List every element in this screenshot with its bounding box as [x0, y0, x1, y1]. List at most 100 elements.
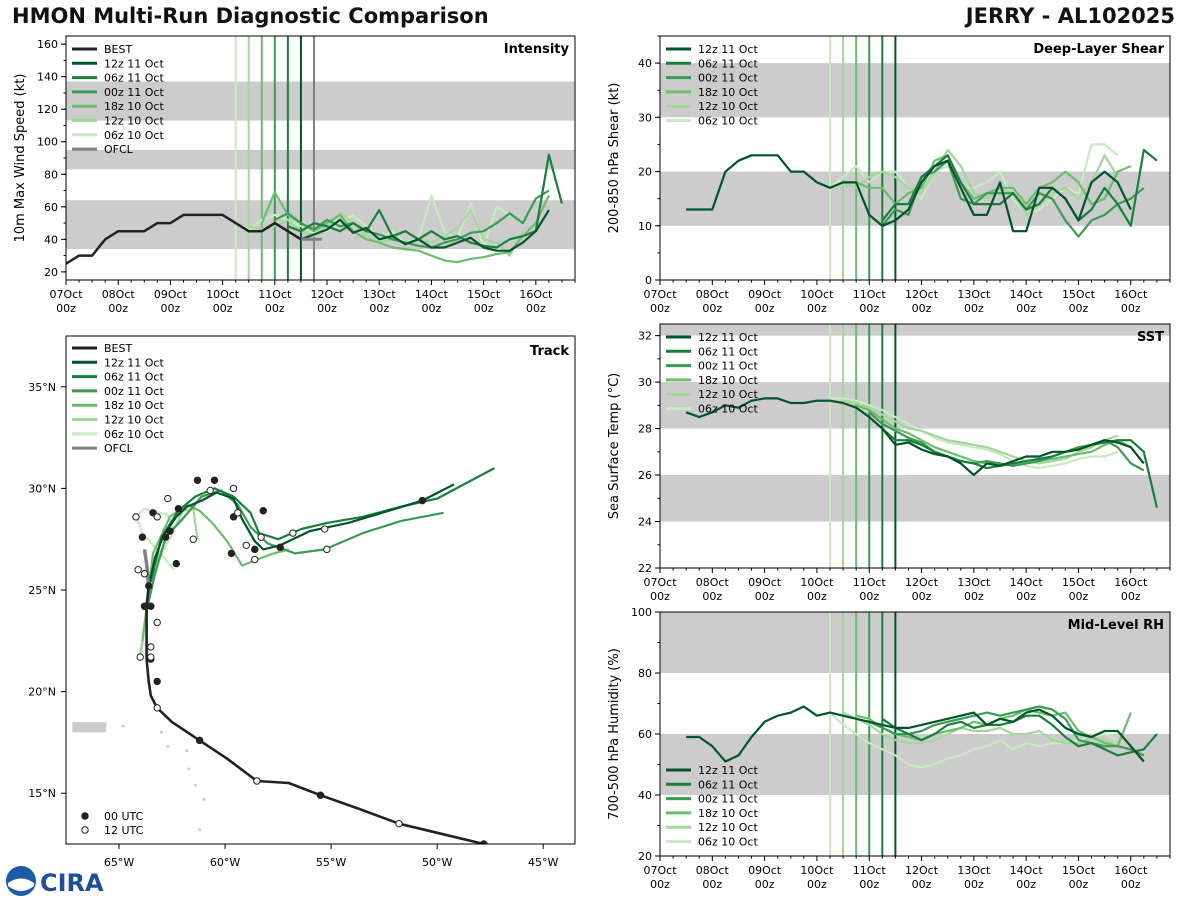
- rh-series-00z-11-oct: [868, 705, 1145, 757]
- shear-xtick-hour-label: 00z: [1121, 302, 1141, 315]
- island-landmass: [185, 749, 189, 753]
- sst-xtick-day-label: 13Oct: [957, 576, 991, 589]
- rh-xtick-day-label: 14Oct: [1010, 864, 1044, 877]
- track-ytick-label: 25°N: [28, 584, 56, 597]
- track-panel: 65°W 60°W 55°W 50°W 45°W 15°N 20°N 25°N 30°N 35°N…: [28, 335, 576, 869]
- track-point-12utc: [253, 777, 261, 785]
- sst-xtick-day-label: 15Oct: [1062, 576, 1096, 589]
- rh-ytick-label: 100: [631, 606, 652, 619]
- intensity-plot-area: [66, 36, 575, 280]
- intensity-xtick-day-label: 07Oct: [49, 288, 83, 301]
- rh-xtick-hour-label: 00z: [807, 878, 827, 891]
- intensity-xtick-hour-label: 00z: [213, 302, 233, 315]
- track-ytick-label: 35°N: [28, 381, 56, 394]
- sst-xtick-hour-label: 00z: [755, 590, 775, 603]
- shear-xtick-day-label: 07Oct: [643, 288, 677, 301]
- sst-legend-label: 18z 10 Oct: [698, 374, 758, 387]
- intensity-title: Intensity: [504, 42, 570, 57]
- rh-xtick-day-label: 08Oct: [696, 864, 730, 877]
- sst-xtick-hour-label: 00z: [702, 590, 722, 603]
- rh-legend-label: 12z 10 Oct: [698, 821, 758, 834]
- island-landmass: [166, 744, 170, 748]
- track-point-12utc: [395, 819, 403, 828]
- track-point-12utc: [140, 570, 149, 578]
- track-point-00utc: [418, 496, 426, 505]
- shear-xtick-day-label: 11Oct: [853, 288, 887, 301]
- intensity-xtick-day-label: 08Oct: [102, 288, 136, 301]
- track-xtick-label: 55°W: [316, 856, 346, 869]
- track-point-00utc: [174, 505, 183, 513]
- shear-xtick-hour-label: 00z: [1069, 302, 1089, 315]
- shear-legend-label: 00z 11 Oct: [698, 72, 758, 85]
- sst-xtick-day-label: 09Oct: [748, 576, 782, 589]
- sst-ytick-label: 26: [638, 469, 652, 482]
- track-point-12utc: [229, 484, 238, 493]
- track-point-00utc: [227, 549, 236, 558]
- island-landmass: [198, 828, 202, 832]
- track-legend-label: 06z 11 Oct: [104, 371, 164, 384]
- shear-xtick-day-label: 14Oct: [1010, 288, 1044, 301]
- shear-xtick-day-label: 13Oct: [957, 288, 991, 301]
- intensity-xtick-hour-label: 00z: [265, 302, 285, 315]
- island-landmass: [193, 783, 197, 787]
- track-point-00utc: [145, 582, 153, 590]
- track-legend-label: OFCL: [104, 442, 134, 455]
- sst-frame: [659, 323, 1171, 569]
- intensity-legend-label: 06z 10 Oct: [104, 129, 164, 142]
- rh-xtick-day-label: 11Oct: [853, 864, 887, 877]
- intensity-xtick-day-label: 10Oct: [206, 288, 240, 301]
- sst-xtick-day-label: 12Oct: [905, 576, 939, 589]
- track-series-18z-10-oct: [141, 503, 289, 641]
- track-legend-label: 12z 10 Oct: [104, 414, 164, 427]
- track-point-00utc: [276, 543, 284, 552]
- track-point-00utc: [147, 602, 155, 610]
- shear-legend-label: 12z 10 Oct: [698, 100, 758, 113]
- rh-legend-label: 00z 11 Oct: [698, 793, 758, 806]
- cira-logo-text: CIRA: [40, 869, 104, 897]
- track-point-12utc: [153, 513, 161, 521]
- storm-title: JERRY - AL102025: [965, 4, 1175, 28]
- track-xtick-label: 45°W: [528, 856, 558, 869]
- rh-xtick-day-label: 10Oct: [800, 864, 834, 877]
- sst-xtick-hour-label: 00z: [964, 590, 984, 603]
- intensity-xtick-day-label: 12Oct: [311, 288, 345, 301]
- page-title: HMON Multi-Run Diagnostic Comparison: [12, 4, 489, 28]
- sst-xtick-hour-label: 00z: [1016, 590, 1036, 603]
- shear-xtick-hour-label: 00z: [1016, 302, 1036, 315]
- track-legend-label: 12z 11 Oct: [104, 356, 164, 369]
- track-point-12utc: [323, 545, 331, 554]
- rh-plot-area: [660, 612, 1170, 856]
- shear-title: Deep-Layer Shear: [1033, 42, 1164, 57]
- sst-series-06z-10-oct: [830, 397, 1119, 470]
- intensity-ytick-label: 20: [44, 266, 58, 279]
- track-point-00utc: [316, 791, 325, 799]
- intensity-panel: 2040608010012014016007Oct00z08Oct00z09Oc…: [13, 35, 576, 315]
- track-ytick-label: 15°N: [28, 787, 56, 800]
- rh-panel: 2040608010007Oct00z08Oct00z09Oct00z10Oct…: [607, 606, 1171, 891]
- intensity-series-12z-11-oct: [300, 209, 550, 252]
- intensity-ytick-label: 160: [37, 38, 58, 51]
- sst-xtick-hour-label: 00z: [912, 590, 932, 603]
- shear-series-18z-10-oct: [855, 154, 1132, 206]
- rh-xtick-day-label: 09Oct: [748, 864, 782, 877]
- intensity-legend-label: 12z 11 Oct: [104, 57, 164, 70]
- track-point-12utc: [164, 494, 172, 503]
- sst-panel: 22242628303207Oct00z08Oct00z09Oct00z10Oc…: [607, 323, 1171, 603]
- intensity-xtick-hour-label: 00z: [56, 302, 76, 315]
- shear-band-1: [660, 63, 1170, 118]
- sst-ytick-label: 30: [638, 376, 652, 389]
- island-landmass: [202, 797, 206, 801]
- intensity-ytick-label: 120: [37, 103, 58, 116]
- intensity-legend-label: BEST: [104, 43, 132, 56]
- shear-panel: 01020304007Oct00z08Oct00z09Oct00z10Oct00…: [607, 35, 1171, 315]
- sst-xtick-hour-label: 00z: [807, 590, 827, 603]
- shear-xtick-day-label: 16Oct: [1114, 288, 1148, 301]
- shear-ylabel: 200-850 hPa Shear (kt): [607, 83, 622, 234]
- rh-xtick-day-label: 13Oct: [957, 864, 991, 877]
- puerto-rico-landmass: [72, 722, 107, 733]
- track-point-12utc: [257, 533, 265, 541]
- track-point-12utc: [147, 643, 155, 651]
- rh-legend-label: 06z 10 Oct: [698, 836, 758, 849]
